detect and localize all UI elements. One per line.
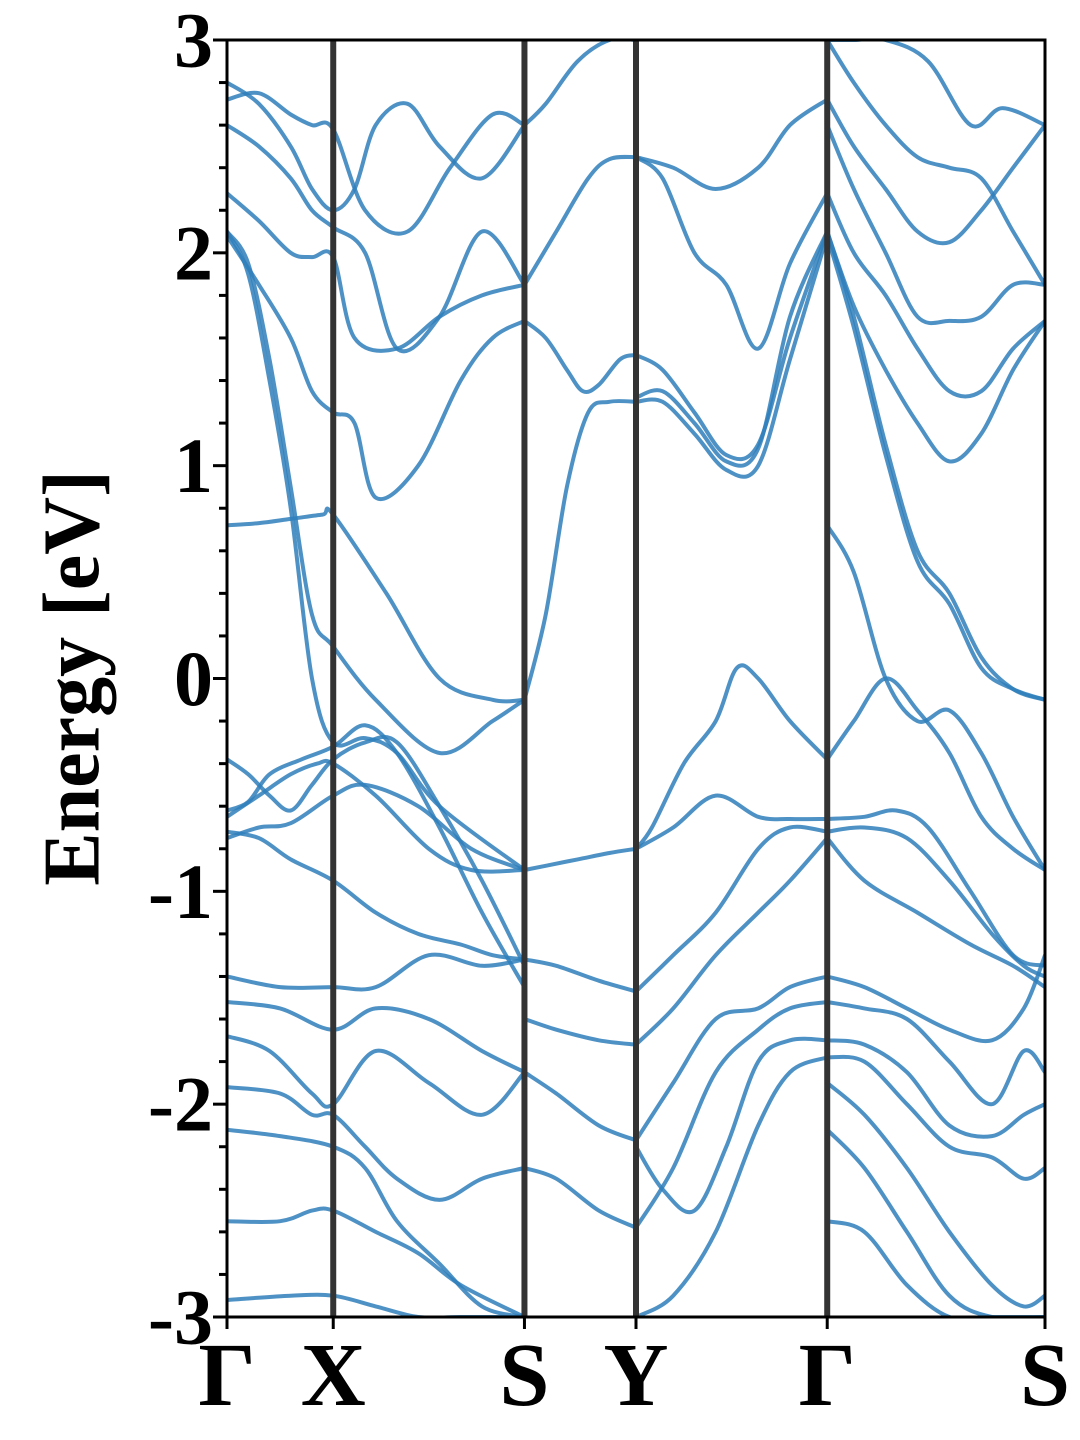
band-line-59 — [825, 40, 1045, 287]
x-tick-label-5: S — [1020, 1326, 1070, 1425]
band-line-52 — [825, 1219, 1045, 1317]
band-line-49 — [825, 1054, 1045, 1181]
band-line-30 — [634, 824, 830, 994]
band-line-57 — [825, 123, 1045, 326]
band-line-61 — [227, 723, 527, 990]
band-line-24 — [522, 399, 638, 702]
band-line-15 — [227, 191, 527, 353]
band-line-60 — [825, 40, 1045, 129]
high-symmetry-lines — [330, 40, 831, 1317]
x-tick-label-0: Γ — [198, 1326, 255, 1425]
band-line-47 — [825, 1000, 1045, 1107]
band-line-3 — [227, 829, 527, 962]
band-line-16 — [227, 123, 527, 354]
band-line-6 — [227, 1034, 527, 1117]
band-line-32 — [634, 974, 830, 1143]
band-line-40 — [634, 97, 830, 191]
band-line-46 — [825, 953, 1045, 1044]
band-line-45 — [825, 836, 1045, 990]
band-line-10 — [227, 1292, 527, 1317]
band-line-31 — [634, 836, 830, 1047]
band-line-7 — [227, 1085, 527, 1202]
band-line-36 — [634, 229, 830, 462]
band-line-58 — [825, 97, 1045, 246]
band-line-37 — [634, 233, 830, 479]
band-line-25 — [522, 318, 638, 394]
band-line-39 — [634, 155, 830, 351]
band-line-22 — [522, 1070, 638, 1143]
y-tick-label-2: -1 — [148, 848, 213, 935]
band-line-48 — [825, 1038, 1045, 1139]
y-tick-label-5: 2 — [174, 209, 213, 296]
band-line-2 — [227, 734, 527, 968]
y-tick-label-0: -3 — [148, 1274, 213, 1361]
x-tick-label-4: Γ — [799, 1326, 856, 1425]
band-line-50 — [825, 1080, 1045, 1309]
band-line-38 — [634, 229, 830, 468]
band-line-17 — [227, 90, 527, 236]
y-tick-label-6: 3 — [174, 0, 213, 84]
x-tick-label-1: X — [301, 1326, 366, 1425]
band-line-4 — [227, 952, 527, 992]
band-line-35 — [634, 1055, 830, 1317]
band-line-23 — [522, 1166, 638, 1230]
band-line-14 — [227, 233, 527, 502]
band-line-29 — [634, 793, 830, 851]
band-line-19 — [522, 846, 638, 872]
band-line-44 — [825, 825, 1045, 979]
y-axis-label: Energy [eV] — [28, 470, 116, 885]
band-line-11 — [227, 506, 527, 704]
band-line-9 — [227, 1206, 527, 1317]
band-line-53 — [825, 229, 1045, 702]
band-line-43 — [825, 808, 1045, 968]
band-line-27 — [522, 40, 638, 128]
band-line-26 — [522, 154, 638, 287]
band-line-34 — [634, 1036, 830, 1215]
band-line-41 — [825, 523, 1045, 872]
band-line-13 — [227, 229, 527, 872]
band-line-54 — [825, 233, 1045, 702]
band-line-33 — [634, 1000, 830, 1230]
x-tick-label-3: Y — [604, 1326, 669, 1425]
band-line-55 — [825, 229, 1045, 464]
band-line-12 — [227, 229, 527, 756]
bands-layer — [227, 40, 1045, 1317]
band-line-18 — [227, 80, 527, 213]
y-axis: -3 -2 -1 0 1 2 3 — [148, 0, 227, 1361]
y-tick-label-4: 1 — [174, 422, 213, 509]
band-line-1 — [227, 782, 527, 872]
band-line-8 — [227, 1127, 527, 1317]
band-line-28 — [634, 663, 830, 851]
band-line-51 — [825, 1127, 1045, 1317]
band-line-42 — [825, 676, 1045, 872]
band-line-21 — [522, 1017, 638, 1047]
band-line-56 — [825, 191, 1045, 399]
y-tick-label-3: 0 — [174, 635, 213, 722]
y-tick-label-1: -2 — [148, 1061, 213, 1148]
band-line-20 — [522, 957, 638, 994]
band-line-5 — [227, 1000, 527, 1075]
x-tick-label-2: S — [499, 1326, 549, 1425]
